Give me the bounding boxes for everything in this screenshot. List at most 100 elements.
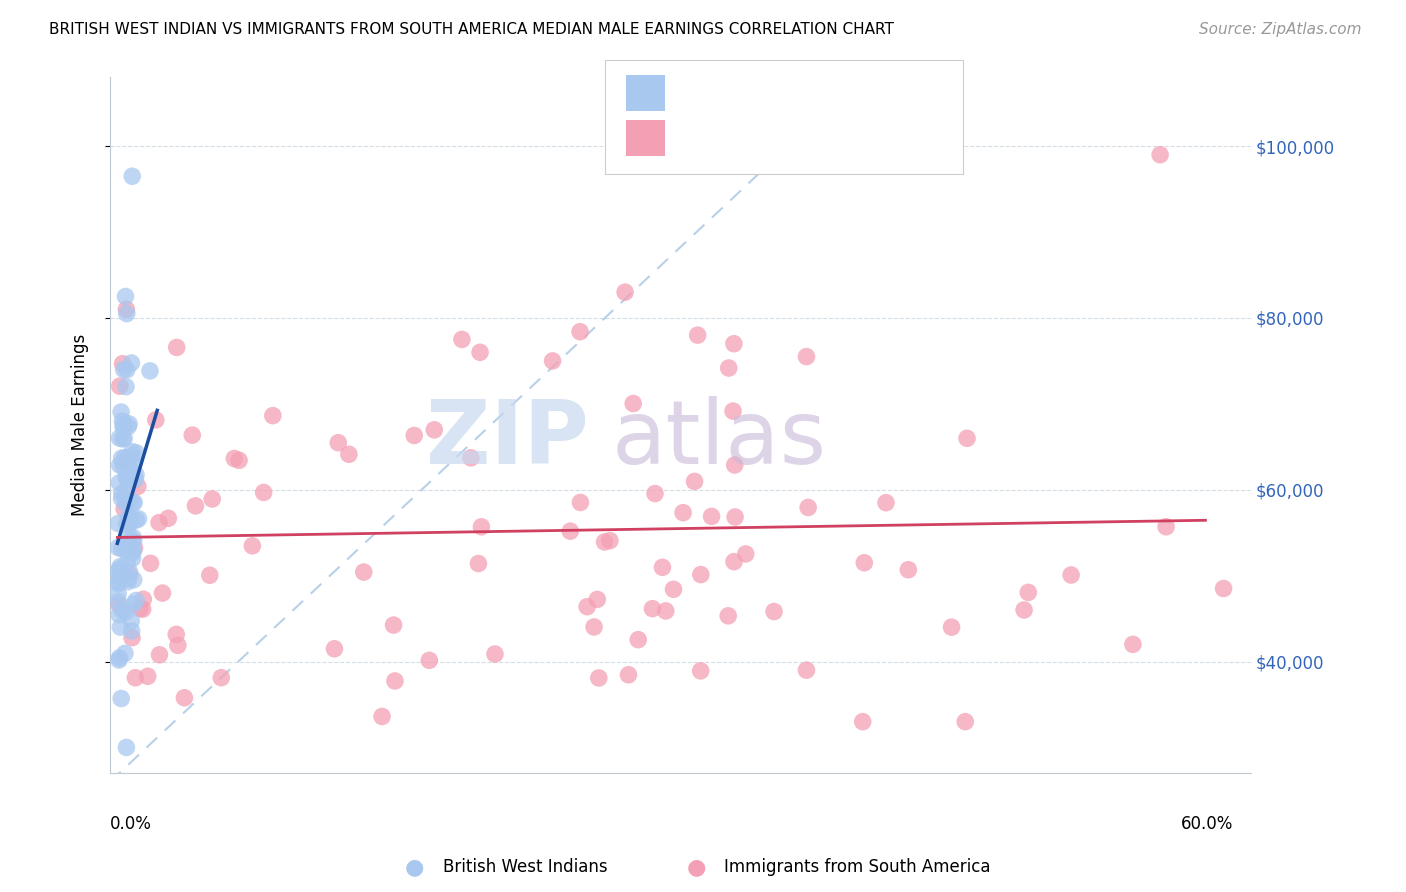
- Point: [721, 404, 744, 418]
- Point: [108, 379, 131, 393]
- Point: [115, 454, 138, 468]
- Text: 60.0%: 60.0%: [1181, 815, 1233, 833]
- Point: [108, 431, 131, 445]
- Point: [139, 556, 162, 570]
- Point: [1012, 603, 1035, 617]
- Point: [451, 333, 474, 347]
- Point: [560, 524, 582, 538]
- Point: [686, 328, 709, 343]
- Point: [875, 496, 897, 510]
- Point: [112, 418, 135, 433]
- Point: [941, 620, 963, 634]
- Point: [122, 543, 145, 558]
- Point: [700, 509, 723, 524]
- Point: [120, 516, 142, 530]
- Point: [641, 601, 664, 615]
- Point: [723, 336, 745, 351]
- Point: [110, 620, 132, 634]
- Point: [115, 363, 138, 377]
- Point: [110, 491, 132, 506]
- Point: [384, 673, 406, 688]
- Point: [128, 512, 150, 526]
- Point: [124, 472, 146, 486]
- Point: [117, 493, 139, 508]
- Point: [198, 568, 221, 582]
- Point: [117, 512, 139, 526]
- Point: [651, 560, 673, 574]
- Point: [114, 496, 136, 510]
- Point: [165, 627, 187, 641]
- Text: N =: N =: [803, 80, 842, 98]
- Point: [115, 536, 138, 550]
- Point: [569, 325, 592, 339]
- Point: [108, 598, 131, 612]
- Point: [418, 653, 440, 667]
- Point: [1017, 585, 1039, 599]
- Point: [108, 559, 131, 574]
- Point: [115, 302, 138, 317]
- Point: [108, 653, 131, 667]
- Point: [111, 603, 134, 617]
- Point: [724, 510, 747, 524]
- Point: [111, 486, 134, 500]
- Point: [173, 690, 195, 705]
- Point: [586, 592, 609, 607]
- Point: [118, 565, 141, 579]
- Text: BRITISH WEST INDIAN VS IMMIGRANTS FROM SOUTH AMERICA MEDIAN MALE EARNINGS CORREL: BRITISH WEST INDIAN VS IMMIGRANTS FROM S…: [49, 22, 894, 37]
- Point: [627, 632, 650, 647]
- Point: [253, 485, 276, 500]
- Point: [122, 495, 145, 509]
- Point: [124, 541, 146, 555]
- Point: [111, 432, 134, 446]
- Point: [139, 364, 162, 378]
- Point: [111, 456, 134, 470]
- Point: [120, 511, 142, 525]
- Point: [796, 350, 818, 364]
- Point: [107, 541, 129, 555]
- Point: [136, 669, 159, 683]
- Point: [423, 423, 446, 437]
- Point: [617, 667, 640, 681]
- Point: [111, 451, 134, 466]
- Point: [723, 555, 745, 569]
- Point: [148, 648, 170, 662]
- Point: [621, 396, 644, 410]
- Point: [108, 458, 131, 472]
- Point: [125, 467, 148, 482]
- Point: [118, 417, 141, 431]
- Point: [689, 664, 711, 678]
- Text: 90: 90: [842, 79, 876, 99]
- Point: [1149, 147, 1171, 161]
- Point: [107, 516, 129, 531]
- Point: [262, 409, 284, 423]
- Point: [593, 535, 616, 549]
- Point: [115, 740, 138, 755]
- Point: [683, 475, 706, 489]
- Point: [955, 714, 977, 729]
- Point: [112, 362, 135, 376]
- Point: [124, 671, 146, 685]
- Point: [115, 543, 138, 558]
- Text: ●: ●: [686, 857, 706, 877]
- Point: [201, 491, 224, 506]
- Point: [111, 541, 134, 556]
- Point: [228, 453, 250, 467]
- Point: [240, 539, 263, 553]
- Point: [108, 650, 131, 665]
- Y-axis label: Median Male Earnings: Median Male Earnings: [72, 334, 89, 516]
- Point: [118, 529, 141, 543]
- Point: [120, 356, 142, 370]
- Point: [115, 483, 138, 497]
- Text: Immigrants from South America: Immigrants from South America: [724, 858, 991, 876]
- Point: [956, 431, 979, 445]
- Point: [107, 587, 129, 601]
- Point: [107, 565, 129, 579]
- Point: [115, 517, 138, 532]
- Point: [689, 567, 711, 582]
- Point: [121, 545, 143, 559]
- Point: [115, 572, 138, 586]
- Point: [108, 607, 131, 622]
- Point: [852, 714, 875, 729]
- Point: [112, 420, 135, 434]
- Point: [797, 500, 820, 515]
